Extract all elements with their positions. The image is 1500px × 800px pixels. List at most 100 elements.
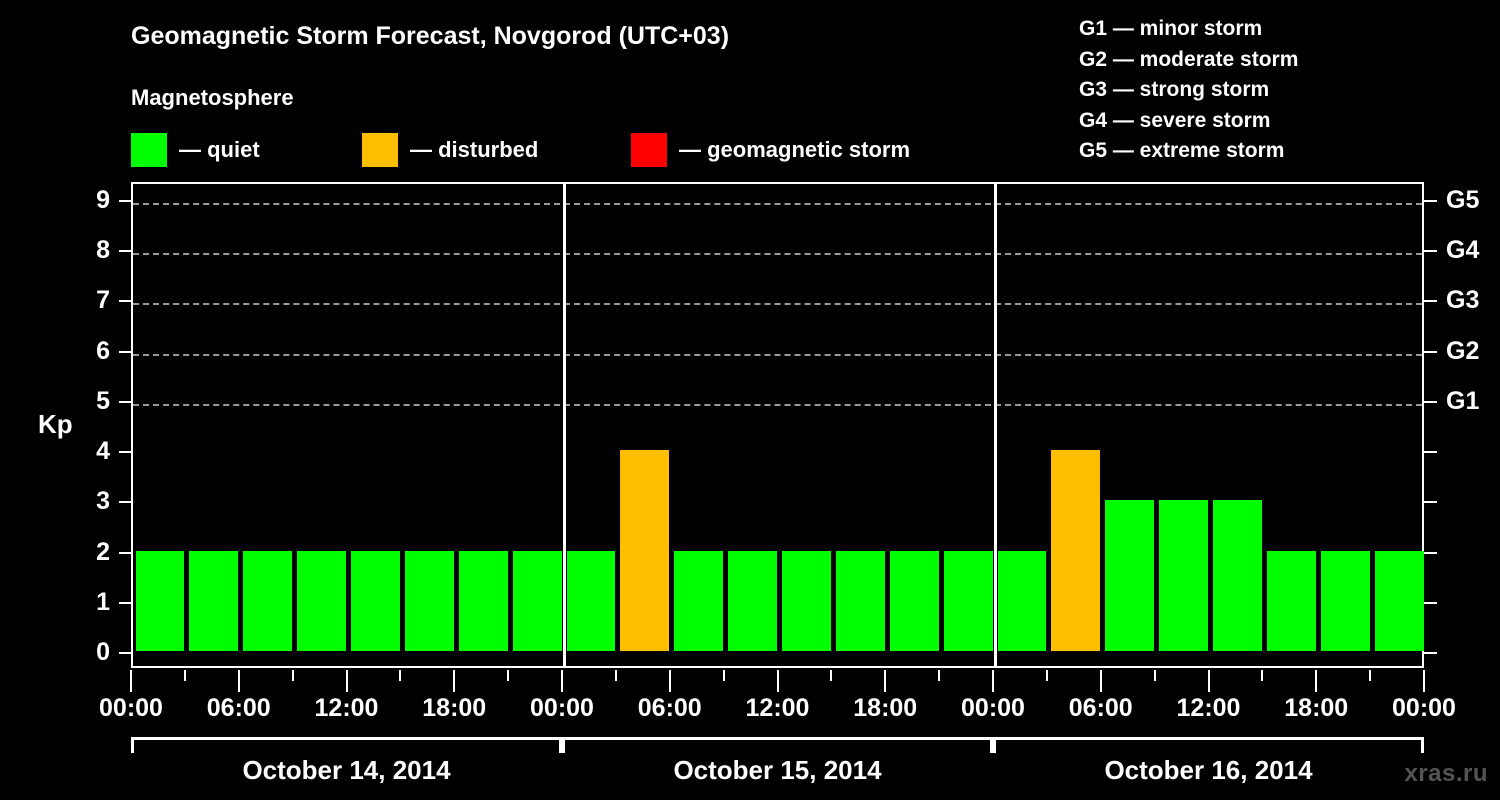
x-tick-label-5: 06:00 [637,694,702,722]
day-band-label-2: October 15, 2014 [673,755,882,785]
gridline-kp-8 [133,253,1422,256]
y-tick-label-0: 0 [96,638,110,666]
bar-kp-bin-11 [728,550,777,651]
y-tick-4 [119,451,131,454]
bar-kp-bin-4 [351,550,400,651]
y-tick-label-3: 3 [96,487,110,516]
y-tick-9 [119,200,131,202]
day-separator-1 [562,184,566,666]
bar-kp-bin-5 [404,550,454,651]
bar-kp-bin-6 [458,550,508,651]
day-separator-2 [993,184,997,666]
x-tick-label-0: 00:00 [99,694,163,722]
y-tick-6 [119,350,131,353]
y-tick-right-2 [1424,551,1437,554]
y-tick-label-1: 1 [96,587,110,616]
x-tick-label-8: 00:00 [961,694,1025,722]
bar-kp-bin-20 [1213,500,1262,651]
x-tick-11 [722,670,725,681]
x-tick-5 [399,670,402,681]
bar-kp-bin-8 [566,550,616,651]
y-tick-right-6 [1424,350,1437,353]
y-tick-right-5 [1424,400,1437,403]
x-tick-label-10: 12:00 [1176,694,1241,722]
g-legend-row-2: G2 — moderate storm [1079,47,1299,71]
x-tick-15 [938,670,941,681]
bar-kp-bin-9 [620,450,670,651]
x-tick-1 [183,670,186,681]
y-tick-label-9: 9 [96,186,110,214]
y-tick-right-1 [1424,601,1437,604]
bar-kp-bin-19 [1159,500,1208,651]
x-tick-label-4: 00:00 [530,694,594,722]
y-tick-label-6: 6 [96,336,110,365]
x-tick-18 [1099,670,1102,692]
legend-quiet: — quiet [131,132,260,168]
legend-quiet-swatch-icon [131,133,167,167]
day-band-label-1: October 14, 2014 [242,755,451,785]
watermark: xras.ru [1404,760,1488,787]
x-tick-20 [1207,670,1210,692]
y-tick-label-2: 2 [96,537,110,566]
bar-kp-bin-16 [997,550,1047,651]
x-tick-9 [614,670,617,681]
legend-disturbed: — disturbed [362,132,538,168]
plot-frame [131,182,1424,668]
bar-kp-bin-15 [943,550,993,651]
x-tick-22 [1315,670,1318,692]
x-tick-label-11: 18:00 [1284,694,1349,722]
bar-kp-bin-13 [835,550,885,651]
x-tick-label-2: 12:00 [314,694,379,722]
g-level-label-G5: G5 [1446,186,1480,214]
y-tick-8 [119,250,131,253]
y-tick-2 [119,551,131,554]
bar-kp-bin-2 [243,550,293,651]
x-tick-4 [345,670,348,692]
g-scale-legend: G1 — minor storm G2 — moderate storm G3 — … [1079,14,1499,167]
bar-kp-bin-0 [135,550,185,651]
x-tick-21 [1261,670,1264,681]
g-legend-row-3: G3 — strong storm [1079,78,1270,101]
chart-subtitle: Magnetosphere [131,85,294,110]
x-tick-label-9: 06:00 [1068,694,1133,722]
bar-kp-bin-22 [1320,550,1370,651]
legend-storm: — geomagnetic storm [631,132,910,168]
bar-kp-bin-21 [1266,550,1316,651]
x-tick-17 [1045,670,1048,681]
y-tick-right-4 [1424,451,1437,454]
y-axis-title: Kp [38,409,73,439]
gridline-kp-7 [133,303,1422,306]
bar-kp-bin-17 [1051,450,1101,651]
gridline-kp-5 [133,403,1422,406]
x-tick-label-3: 18:00 [422,694,487,722]
y-tick-5 [119,400,131,403]
x-tick-12 [776,670,779,692]
day-band-2 [562,737,993,753]
x-tick-16 [992,670,994,692]
y-tick-7 [119,300,131,303]
y-tick-0 [119,652,131,654]
y-tick-right-0 [1424,652,1437,654]
bar-kp-bin-3 [297,550,346,651]
day-band-label-3: October 16, 2014 [1104,755,1313,785]
y-tick-right-8 [1424,250,1437,253]
gridline-kp-9 [133,203,1422,205]
y-tick-label-5: 5 [96,386,110,415]
x-tick-7 [507,670,510,681]
x-tick-2 [237,670,240,692]
legend-disturbed-label: — disturbed [410,137,539,162]
legend-quiet-label: — quiet [179,137,260,162]
x-tick-19 [1153,670,1156,681]
legend-disturbed-swatch-icon [362,133,398,167]
g-level-label-G2: G2 [1446,336,1480,365]
x-tick-8 [561,670,563,692]
y-tick-right-7 [1424,300,1437,303]
g-level-label-G1: G1 [1446,386,1480,415]
plot-area [133,184,1424,666]
y-tick-label-7: 7 [96,286,110,315]
x-tick-23 [1369,670,1372,681]
y-tick-label-4: 4 [96,437,110,466]
x-tick-14 [884,670,887,692]
day-band-1 [131,737,562,753]
